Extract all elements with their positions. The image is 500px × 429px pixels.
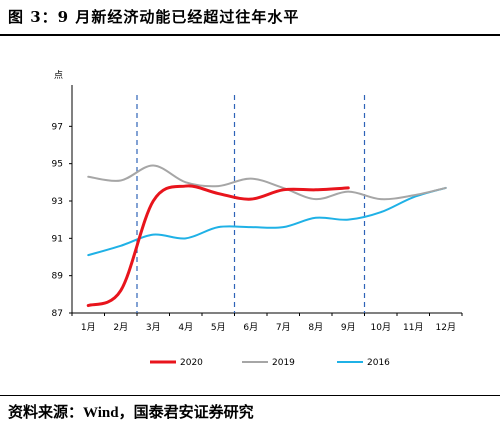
x-tick-label: 1月 bbox=[81, 322, 96, 333]
x-tick-label: 11月 bbox=[403, 322, 423, 333]
x-tick-label: 12月 bbox=[436, 322, 456, 333]
x-tick-label: 6月 bbox=[243, 322, 258, 333]
x-tick-label: 9月 bbox=[341, 322, 356, 333]
x-tick-label: 7月 bbox=[276, 322, 291, 333]
source-rule bbox=[0, 395, 500, 396]
y-tick-label: 91 bbox=[52, 234, 63, 244]
y-tick-label: 95 bbox=[52, 160, 63, 170]
source-note: 资料来源：Wind，国泰君安证券研究 bbox=[8, 401, 254, 422]
x-tick-label: 4月 bbox=[178, 322, 193, 333]
y-axis-unit: 点 bbox=[54, 70, 63, 81]
figure-title: 图 3：9 月新经济动能已经超过往年水平 bbox=[8, 8, 300, 26]
series-line-2020 bbox=[86, 184, 350, 308]
legend-label-2020: 2020 bbox=[180, 358, 203, 368]
y-tick-label: 87 bbox=[52, 309, 63, 319]
line-chart: 点 87 89 91 93 95 97 1月 2月 3月 4月 5月 6月 7月 8月 9月 10月 11月 12月… bbox=[52, 70, 463, 368]
x-tick-label: 10月 bbox=[371, 322, 391, 333]
series-line-2016 bbox=[87, 186, 447, 257]
legend-label-2016: 2016 bbox=[367, 358, 390, 368]
x-tick-label: 8月 bbox=[308, 322, 323, 333]
y-tick-label: 89 bbox=[52, 272, 64, 282]
y-tick-label: 97 bbox=[52, 122, 63, 132]
legend-label-2019: 2019 bbox=[272, 358, 295, 368]
source-suffix: ，国泰君安证券研究 bbox=[118, 403, 254, 421]
x-tick-label: 2月 bbox=[113, 322, 128, 333]
series-line-2019 bbox=[87, 164, 447, 201]
title-rule bbox=[0, 34, 500, 36]
x-tick-label: 3月 bbox=[146, 322, 161, 333]
source-prefix: 资料来源： bbox=[8, 403, 84, 421]
x-tick-label: 5月 bbox=[211, 322, 226, 333]
y-tick-label: 93 bbox=[52, 197, 63, 207]
source-wind: Wind bbox=[83, 405, 119, 421]
